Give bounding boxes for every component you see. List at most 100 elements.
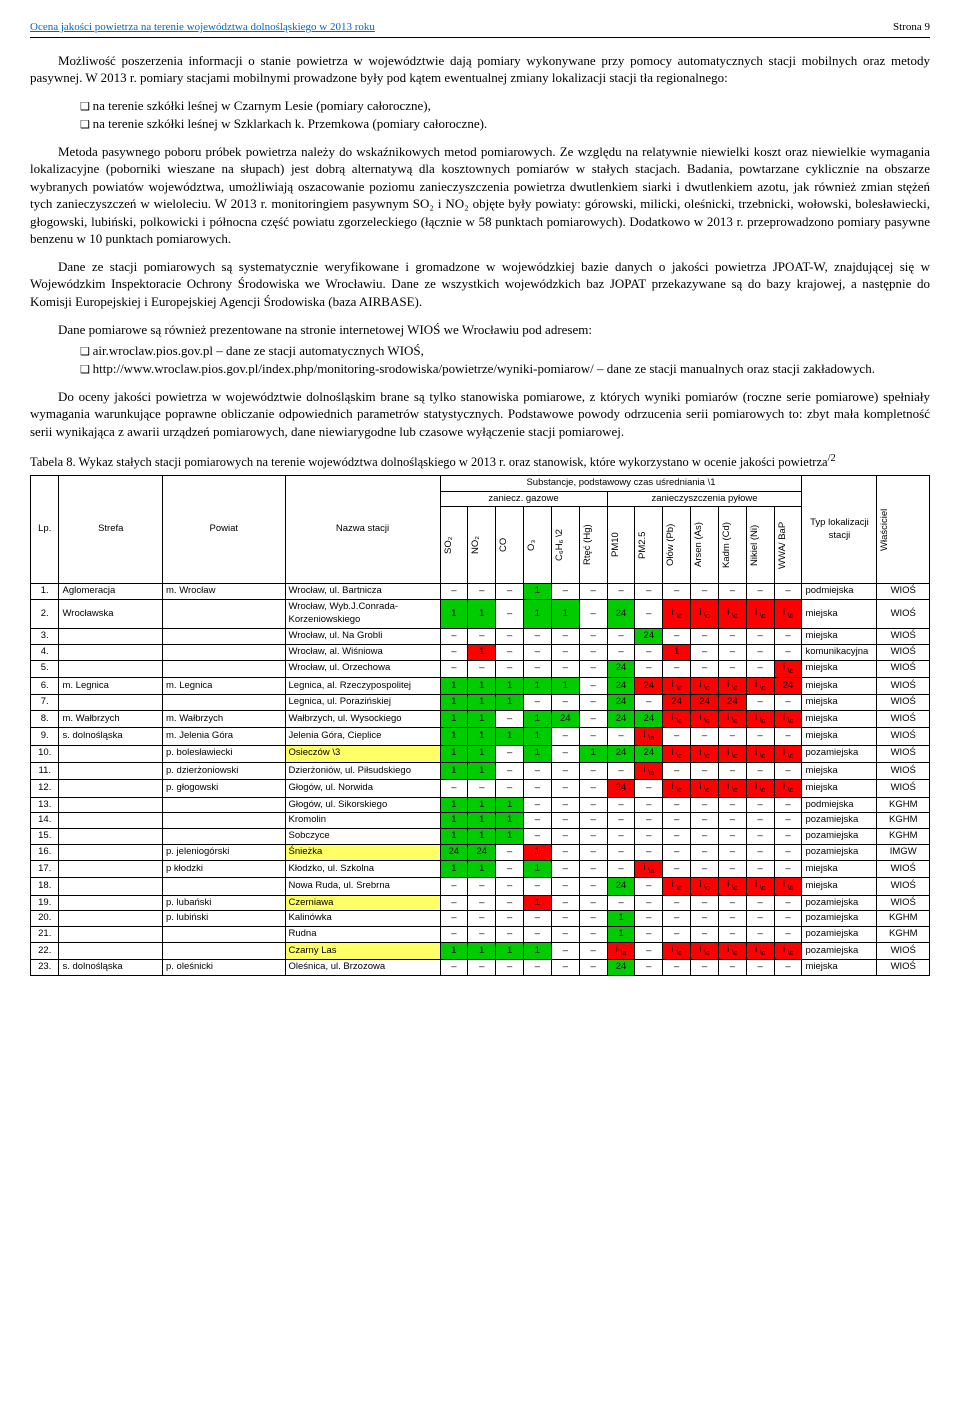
- data-cell: i \c: [774, 710, 802, 727]
- data-cell: –: [718, 762, 746, 779]
- data-cell: –: [468, 895, 496, 911]
- data-cell: 1: [524, 728, 552, 745]
- cell-type: pozamiejska: [802, 911, 877, 927]
- cell: [59, 878, 163, 895]
- data-cell: –: [496, 845, 524, 861]
- cell: 13.: [31, 797, 59, 813]
- table-row: 9.s. dolnośląskam. Jelenia GóraJelenia G…: [31, 728, 930, 745]
- cell: [163, 927, 286, 943]
- data-cell: –: [635, 942, 663, 959]
- table-row: 10.p. bolesławieckiOsieczów \311–1–12424…: [31, 745, 930, 762]
- data-cell: –: [691, 860, 719, 877]
- cell: 14.: [31, 813, 59, 829]
- data-cell: –: [524, 780, 552, 797]
- cell-owner: WIOŚ: [877, 660, 930, 677]
- table-row: 14.Kromolin111––––––––––pozamiejskaKGHM: [31, 813, 930, 829]
- cell: [163, 660, 286, 677]
- cell-owner: WIOŚ: [877, 600, 930, 629]
- data-cell: –: [496, 878, 524, 895]
- cell: m. Wrocław: [163, 584, 286, 600]
- bullet-list-1: na terenie szkółki leśnej w Czarnym Lesi…: [30, 97, 930, 133]
- paragraph-5: Do oceny jakości powietrza w województwi…: [30, 388, 930, 441]
- data-cell: –: [663, 660, 691, 677]
- data-cell: –: [774, 628, 802, 644]
- th-substance: Rtęć (Hg): [579, 507, 607, 584]
- data-cell: –: [635, 780, 663, 797]
- table-row: 16.p. jeleniogórskiŚnieżka2424–1––––––––…: [31, 845, 930, 861]
- cell-owner: WIOŚ: [877, 728, 930, 745]
- data-cell: –: [635, 600, 663, 629]
- data-cell: 1: [524, 860, 552, 877]
- data-cell: –: [607, 813, 635, 829]
- data-cell: –: [579, 960, 607, 976]
- data-cell: –: [746, 860, 774, 877]
- cell-type: miejska: [802, 695, 877, 711]
- data-cell: –: [607, 829, 635, 845]
- data-cell: –: [663, 845, 691, 861]
- data-cell: 1: [468, 695, 496, 711]
- data-cell: i \c: [718, 710, 746, 727]
- data-cell: 1: [663, 644, 691, 660]
- cell: [59, 780, 163, 797]
- data-cell: –: [774, 911, 802, 927]
- data-cell: –: [524, 878, 552, 895]
- cell: Głogów, ul. Norwida: [285, 780, 440, 797]
- th-strefa: Strefa: [59, 475, 163, 584]
- data-cell: –: [635, 911, 663, 927]
- data-cell: 1: [468, 797, 496, 813]
- data-cell: –: [579, 911, 607, 927]
- data-cell: 1: [468, 600, 496, 629]
- bullet-4: http://www.wroclaw.pios.gov.pl/index.php…: [80, 360, 930, 378]
- data-cell: –: [746, 845, 774, 861]
- data-cell: –: [691, 895, 719, 911]
- cell-type: pozamiejska: [802, 895, 877, 911]
- data-cell: –: [746, 797, 774, 813]
- data-cell: i \c: [691, 677, 719, 694]
- data-cell: –: [440, 644, 468, 660]
- data-cell: –: [746, 813, 774, 829]
- data-cell: –: [440, 780, 468, 797]
- cell-type: pozamiejska: [802, 829, 877, 845]
- paragraph-4: Dane pomiarowe są również prezentowane n…: [30, 321, 930, 339]
- cell: 21.: [31, 927, 59, 943]
- data-cell: 1: [524, 845, 552, 861]
- data-cell: –: [496, 911, 524, 927]
- data-cell: –: [496, 628, 524, 644]
- cell: [163, 878, 286, 895]
- data-cell: i \c: [774, 660, 802, 677]
- data-cell: –: [691, 762, 719, 779]
- cell: Kłodzko, ul. Szkolna: [285, 860, 440, 877]
- data-cell: 24: [607, 745, 635, 762]
- data-cell: –: [774, 644, 802, 660]
- data-cell: –: [468, 660, 496, 677]
- data-cell: 1: [496, 677, 524, 694]
- data-cell: i \c: [746, 942, 774, 959]
- cell: p. lubiński: [163, 911, 286, 927]
- th-substance: Nikiel (Ni): [746, 507, 774, 584]
- data-cell: –: [691, 628, 719, 644]
- data-cell: i \c: [746, 710, 774, 727]
- data-cell: –: [551, 762, 579, 779]
- data-cell: 1: [607, 927, 635, 943]
- data-cell: –: [746, 660, 774, 677]
- data-cell: i \c: [691, 600, 719, 629]
- data-cell: 1: [524, 895, 552, 911]
- th-substance: PM2.5: [635, 507, 663, 584]
- cell: [163, 813, 286, 829]
- data-cell: –: [440, 660, 468, 677]
- table-caption: Tabela 8. Wykaz stałych stacji pomiarowy…: [30, 452, 930, 470]
- data-cell: –: [718, 728, 746, 745]
- data-cell: –: [579, 762, 607, 779]
- data-cell: 24: [607, 660, 635, 677]
- cell: m. Jelenia Góra: [163, 728, 286, 745]
- data-cell: –: [551, 584, 579, 600]
- data-cell: –: [524, 660, 552, 677]
- th-substance: C₆H₆ \2: [551, 507, 579, 584]
- data-cell: –: [718, 845, 746, 861]
- cell: 18.: [31, 878, 59, 895]
- cell: [59, 660, 163, 677]
- cell: Wrocław, ul. Orzechowa: [285, 660, 440, 677]
- th-substance: O₃: [524, 507, 552, 584]
- cell-type: podmiejska: [802, 584, 877, 600]
- data-cell: 1: [440, 797, 468, 813]
